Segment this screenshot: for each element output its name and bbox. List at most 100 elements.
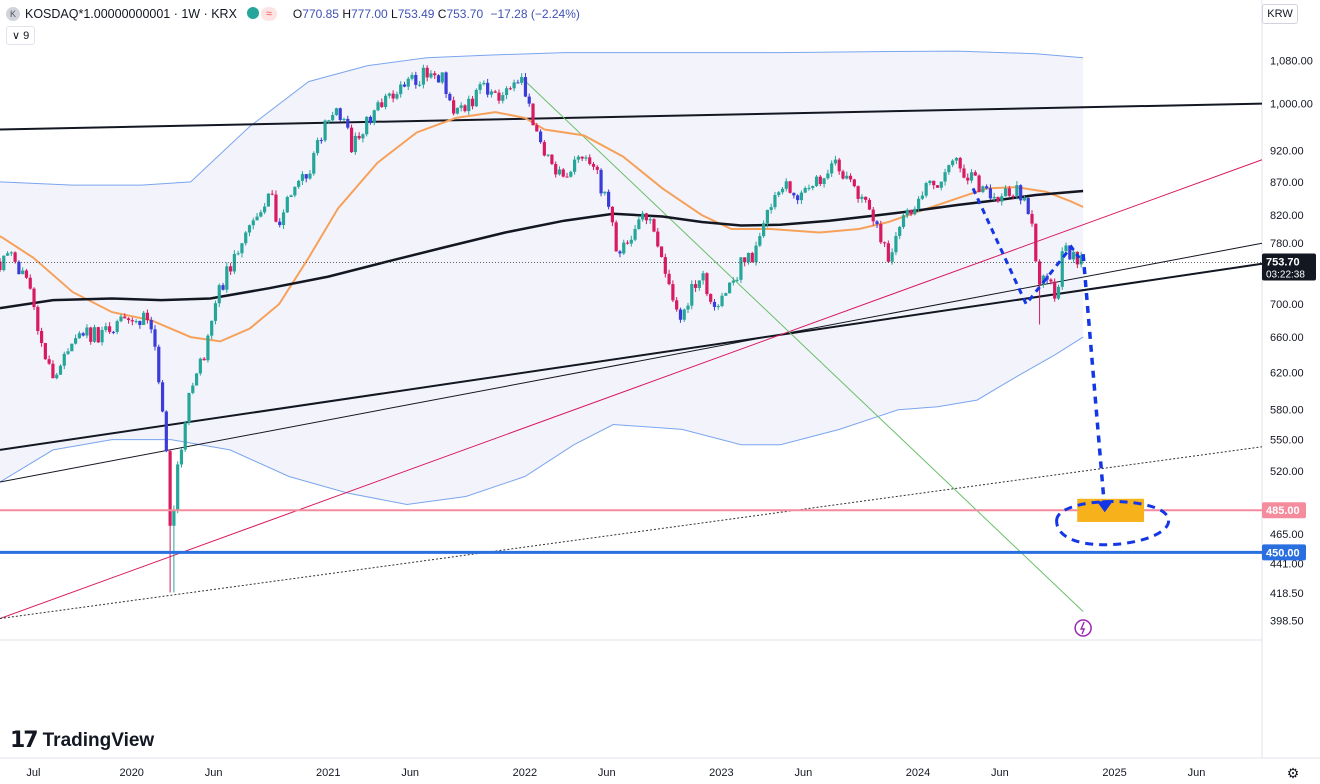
candle (561, 168, 565, 178)
x-tick-label: Jul (26, 767, 40, 779)
candle (353, 132, 357, 155)
candle (580, 156, 584, 162)
candle (179, 448, 184, 468)
candle-body (85, 327, 89, 336)
candle-body (588, 157, 592, 164)
candle (198, 357, 202, 376)
candle (591, 161, 596, 171)
candle-body (1026, 197, 1030, 214)
candle (886, 240, 890, 263)
tradingview-logo[interactable]: 17 TradingView (10, 728, 154, 753)
candle (527, 93, 531, 107)
candle-body (368, 116, 373, 123)
candle (826, 169, 830, 180)
candle-body (659, 246, 664, 258)
candle-body (281, 212, 286, 226)
candle (981, 185, 985, 194)
candle (425, 65, 429, 82)
candle (542, 140, 546, 157)
data-wave-icon[interactable]: ≈ (260, 7, 277, 21)
candle-body (36, 307, 40, 331)
candle (550, 154, 554, 166)
candle (501, 91, 505, 104)
candle (678, 307, 683, 323)
candle (96, 326, 100, 344)
y-tick-label: 870.00 (1270, 177, 1304, 189)
candle (406, 76, 410, 91)
bb-lower-line (0, 336, 1084, 506)
candle (414, 71, 418, 89)
candle (667, 269, 671, 286)
candle (807, 184, 811, 191)
candle-body (357, 135, 361, 139)
indicators-toggle-button[interactable]: ∨ 9 (6, 26, 36, 45)
candle (145, 309, 150, 324)
candle (1053, 278, 1057, 302)
candle-body (66, 351, 70, 354)
candle (172, 505, 176, 593)
candle (312, 151, 316, 176)
candle-body (750, 252, 754, 263)
candle (867, 198, 872, 211)
candle-body (826, 173, 830, 179)
candle-body (39, 330, 44, 344)
candle (648, 216, 652, 224)
candle-body (712, 301, 717, 307)
candle (1026, 197, 1030, 215)
ma-orange-line (0, 111, 1084, 343)
candle-body (777, 192, 781, 196)
candle-body (969, 172, 974, 181)
candle (36, 305, 40, 335)
high-value: 777.00 (350, 7, 388, 21)
candle (811, 185, 815, 191)
symbol-title[interactable]: KOSDAQ*1.00000000001 · 1W · KRX (25, 7, 237, 21)
open-value: 770.85 (302, 7, 339, 21)
candle-body (383, 95, 388, 108)
candle (365, 116, 369, 137)
candle-body (346, 118, 350, 128)
candle (342, 117, 346, 122)
candle-body (584, 157, 588, 159)
candle-body (13, 252, 17, 262)
candle (281, 209, 286, 229)
candle (300, 171, 305, 186)
candle-body (157, 346, 161, 383)
candle-body (444, 72, 448, 94)
candle (349, 124, 354, 153)
candle (440, 72, 444, 85)
candle (909, 209, 913, 217)
candle (444, 71, 448, 98)
x-tick-label: Jun (598, 767, 616, 779)
candle (546, 154, 550, 158)
candle (743, 257, 747, 267)
time-axis: Jul 2020 Jun 2021 Jun 2022 Jun 2023 Jun 2024 Jun 20… (26, 767, 1205, 779)
candle-body (962, 168, 966, 178)
y-tick-label: 520.00 (1270, 466, 1304, 478)
candle-body (992, 196, 996, 199)
candle-body (365, 116, 369, 135)
candle (391, 90, 395, 103)
candle-body (448, 93, 452, 101)
candle (765, 209, 769, 228)
currency-button[interactable]: KRW (1262, 4, 1298, 24)
level-badge-label: 485.00 (1266, 505, 1300, 517)
candle (882, 241, 887, 248)
candle-body (811, 185, 815, 188)
gear-icon[interactable]: ⚙ (1286, 764, 1300, 781)
candle-body (194, 373, 199, 386)
candle (988, 184, 993, 200)
candle (270, 190, 274, 196)
candle (686, 302, 690, 313)
chevron-down-icon: ∨ (12, 30, 21, 42)
candle-body (293, 186, 297, 196)
candle (334, 107, 339, 116)
candle (852, 178, 856, 188)
candle-body (77, 333, 81, 339)
candle-body (497, 92, 501, 101)
market-status-icon[interactable] (246, 7, 259, 19)
candle (644, 212, 649, 225)
candle-body (410, 74, 414, 79)
candle-body (142, 312, 146, 326)
candle (111, 330, 116, 335)
